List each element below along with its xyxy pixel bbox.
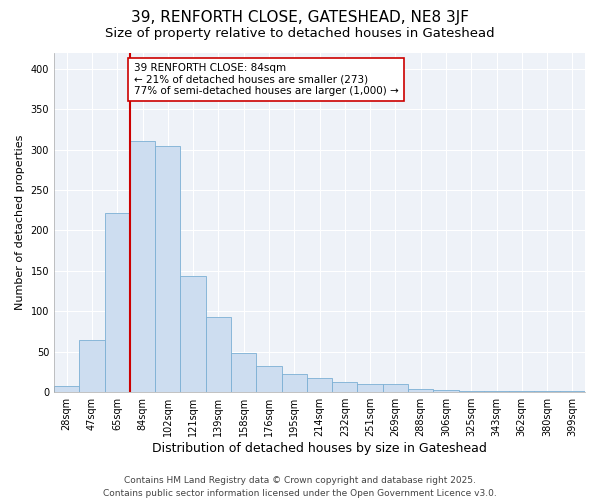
Bar — [383, 384, 408, 392]
Text: 39 RENFORTH CLOSE: 84sqm
← 21% of detached houses are smaller (273)
77% of semi-: 39 RENFORTH CLOSE: 84sqm ← 21% of detach… — [134, 63, 398, 96]
Bar — [358, 384, 383, 392]
Bar — [433, 390, 458, 392]
Bar — [256, 366, 281, 392]
Bar — [54, 386, 79, 392]
Y-axis label: Number of detached properties: Number of detached properties — [15, 134, 25, 310]
Bar — [281, 374, 307, 392]
Bar — [307, 378, 332, 392]
Text: Contains HM Land Registry data © Crown copyright and database right 2025.
Contai: Contains HM Land Registry data © Crown c… — [103, 476, 497, 498]
Bar — [130, 140, 155, 392]
Bar — [408, 389, 433, 392]
Bar — [79, 340, 104, 392]
Bar — [484, 390, 509, 392]
Bar — [206, 317, 231, 392]
Text: Size of property relative to detached houses in Gateshead: Size of property relative to detached ho… — [105, 28, 495, 40]
X-axis label: Distribution of detached houses by size in Gateshead: Distribution of detached houses by size … — [152, 442, 487, 455]
Text: 39, RENFORTH CLOSE, GATESHEAD, NE8 3JF: 39, RENFORTH CLOSE, GATESHEAD, NE8 3JF — [131, 10, 469, 25]
Bar — [458, 390, 484, 392]
Bar — [332, 382, 358, 392]
Bar — [181, 276, 206, 392]
Bar — [104, 212, 130, 392]
Bar — [155, 146, 181, 392]
Bar — [231, 354, 256, 392]
